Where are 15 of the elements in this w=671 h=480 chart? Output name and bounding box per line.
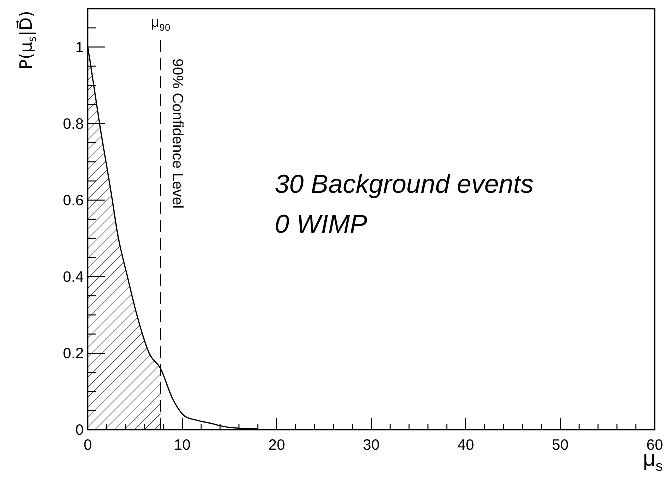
y-tick-label: 1 [76, 39, 84, 56]
y-tick-label: 0.4 [63, 268, 84, 286]
y-tick-label: 0 [76, 422, 84, 439]
x-tick-label: 30 [363, 437, 380, 454]
y-tick-label: 0.2 [63, 345, 84, 362]
annotation: 30 Background events [275, 169, 534, 199]
ref-line-label: μ$_{90}$ [151, 14, 172, 34]
x-tick-label: 50 [552, 437, 569, 454]
x-tick-label: 40 [458, 437, 474, 454]
annotation: 90% Confidence Level [168, 58, 186, 209]
annotation: 0 WIMP [275, 209, 368, 239]
y-tick-label: 0.6 [63, 192, 84, 210]
y-tick-label: 0.8 [63, 116, 84, 133]
x-tick-label: 20 [268, 437, 286, 454]
x-tick-label: 10 [174, 437, 191, 454]
